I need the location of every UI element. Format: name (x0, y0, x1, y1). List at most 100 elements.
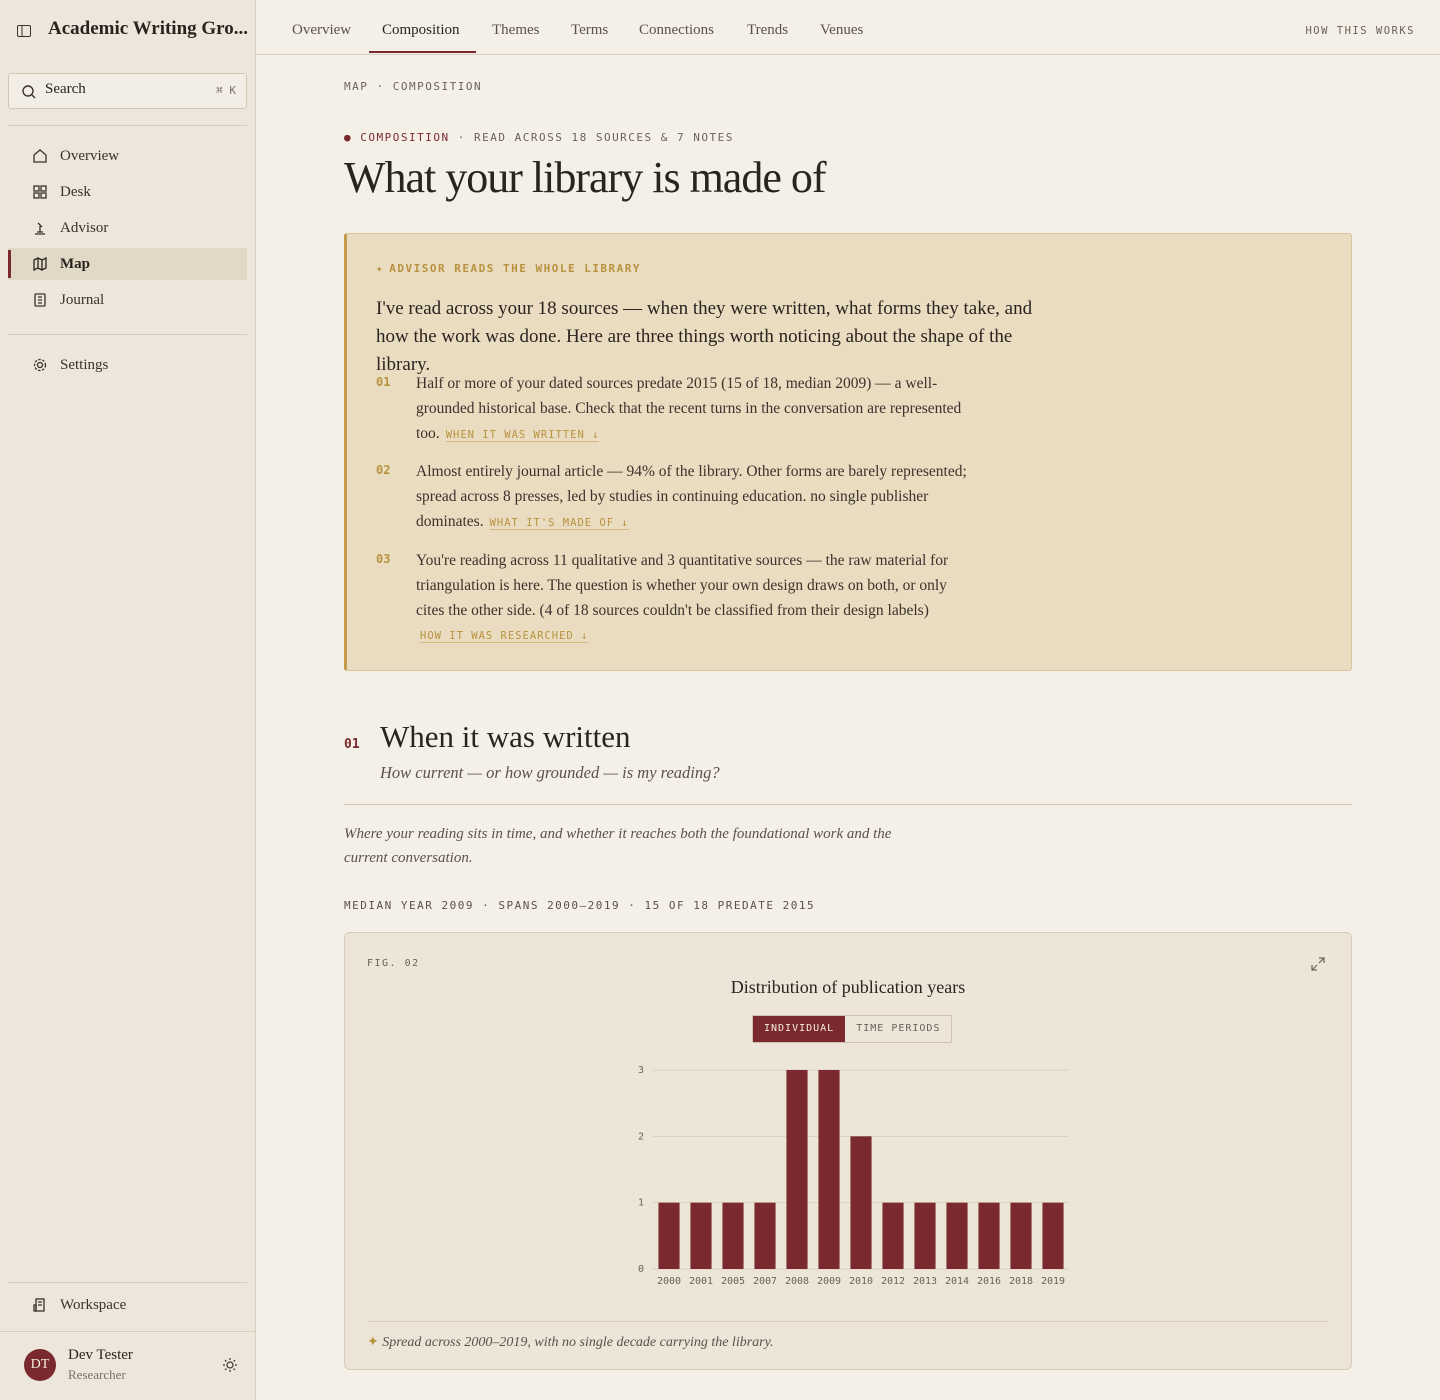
tab-underline (369, 51, 476, 53)
section-num: 01 (344, 737, 360, 752)
x-tick-label: 2000 (657, 1276, 681, 1287)
advisor-label-text: ADVISOR READS THE WHOLE LIBRARY (389, 262, 642, 275)
item-link[interactable]: WHEN IT WAS WRITTEN ↓ (445, 428, 600, 442)
bar (658, 1202, 680, 1269)
figure-caption: ✦ Spread across 2000–2019, with no singl… (367, 1335, 774, 1350)
bar (1042, 1202, 1064, 1269)
x-tick-label: 2005 (721, 1276, 745, 1287)
tab[interactable]: Terms (571, 22, 609, 38)
divider (368, 1321, 1328, 1322)
sidebar-toggle[interactable] (16, 23, 32, 39)
nav-label: Workspace (60, 1296, 127, 1313)
bar (978, 1202, 1000, 1269)
y-tick-label: 0 (638, 1264, 644, 1275)
search-icon (22, 85, 36, 99)
user-name: Dev Tester (68, 1347, 133, 1363)
eyebrow-meta: · READ ACROSS 18 SOURCES & 7 NOTES (457, 131, 734, 144)
x-tick-label: 2016 (977, 1276, 1001, 1287)
bar (946, 1202, 968, 1269)
nav-label: Advisor (60, 219, 109, 236)
y-tick-label: 3 (638, 1065, 644, 1076)
nav-label: Overview (60, 147, 120, 164)
section-question: How current — or how grounded — is my re… (380, 763, 720, 782)
advisor-label: ✦ ADVISOR READS THE WHOLE LIBRARY (376, 262, 642, 275)
nav-item[interactable]: Settings (8, 349, 247, 381)
sidebar: Academic Writing Gro... Search ⌘ K Overv… (0, 0, 256, 1400)
item-num: 01 (376, 375, 391, 389)
bar (914, 1202, 936, 1269)
bar (882, 1202, 904, 1269)
nav-label: Journal (60, 291, 105, 308)
chart-title: Distribution of publication years (730, 977, 966, 997)
item-text: Half or more of your dated sources preda… (416, 375, 962, 442)
nav-item[interactable]: Advisor (8, 212, 247, 244)
advisor-intro: I've read across your 18 sources — when … (376, 298, 1033, 375)
x-tick-label: 2012 (881, 1276, 905, 1287)
bar (818, 1070, 840, 1269)
workspace-title: Academic Writing Gro... (48, 18, 249, 39)
nav-item[interactable]: Overview (8, 140, 247, 172)
view-toggle: INDIVIDUAL TIME PERIODS (752, 1015, 953, 1043)
x-tick-label: 2008 (785, 1276, 809, 1287)
tab[interactable]: Connections (639, 22, 714, 38)
search-box[interactable]: Search ⌘ K (8, 73, 247, 109)
x-tick-label: 2018 (1009, 1276, 1033, 1287)
x-tick-label: 2010 (849, 1276, 873, 1287)
bar (786, 1070, 808, 1269)
tab[interactable]: Overview (292, 22, 352, 38)
section-title: When it was written (380, 719, 631, 754)
eyebrow: ● COMPOSITION · READ ACROSS 18 SOURCES &… (344, 131, 734, 144)
toggle-option[interactable]: INDIVIDUAL (753, 1016, 846, 1042)
bar (850, 1136, 872, 1269)
section-stats: MEDIAN YEAR 2009 · SPANS 2000–2019 · 15 … (344, 899, 816, 912)
nav-label: Settings (60, 356, 109, 373)
bar (722, 1202, 744, 1269)
help-link[interactable]: HOW THIS WORKS (1305, 25, 1415, 37)
toggle-option[interactable]: TIME PERIODS (856, 1023, 941, 1034)
tab[interactable]: Composition (382, 22, 460, 38)
tab[interactable]: Venues (820, 22, 864, 38)
top-tabs: Overview Composition Themes Terms Connec… (256, 0, 1440, 55)
nav-item[interactable]: Journal (8, 284, 247, 316)
tab[interactable]: Themes (492, 22, 540, 38)
nav-item[interactable]: Map (8, 248, 247, 280)
expand-icon[interactable] (1311, 957, 1325, 971)
eyebrow-tag: COMPOSITION (360, 131, 450, 144)
bar (754, 1202, 776, 1269)
bar-chart: 0 1 2 3 2000 2001 2005 2007 2008 2009 2010 2012 2013… (638, 1065, 1069, 1287)
nav-label: Map (60, 255, 90, 272)
x-tick-label: 2009 (817, 1276, 841, 1287)
item-link[interactable]: WHAT IT'S MADE OF ↓ (489, 516, 629, 530)
item-num: 02 (376, 463, 391, 477)
item-text: Almost entirely journal article — 94% of… (416, 463, 967, 530)
avatar[interactable]: DT (24, 1349, 56, 1381)
page-title: What your library is made of (344, 153, 827, 202)
bar (690, 1202, 712, 1269)
breadcrumb: MAP · COMPOSITION (344, 80, 483, 93)
item-num: 03 (376, 552, 391, 566)
divider (344, 804, 1352, 805)
x-tick-label: 2007 (753, 1276, 777, 1287)
figure-label: FIG. 02 (367, 958, 420, 969)
section-description: Where your reading sits in time, and whe… (344, 826, 892, 866)
caption-text: Spread across 2000–2019, with no single … (382, 1335, 774, 1350)
bar (1010, 1202, 1032, 1269)
user-role: Researcher (68, 1367, 126, 1382)
advisor-panel: ✦ ADVISOR READS THE WHOLE LIBRARY I've r… (344, 233, 1352, 671)
nav-item[interactable]: Desk (8, 176, 247, 208)
theme-toggle[interactable] (222, 1357, 238, 1373)
figure: FIG. 02 Distribution of publication year… (344, 932, 1352, 1370)
x-tick-label: 2019 (1041, 1276, 1065, 1287)
x-tick-label: 2014 (945, 1276, 969, 1287)
search-label: Search (45, 81, 86, 97)
item-text: You're reading across 11 qualitative and… (416, 552, 949, 619)
nav-label: Desk (60, 183, 91, 200)
item-link[interactable]: HOW IT WAS RESEARCHED ↓ (420, 630, 589, 644)
tab[interactable]: Trends (747, 22, 789, 38)
x-tick-label: 2013 (913, 1276, 937, 1287)
shortcut: ⌘ K (216, 84, 236, 97)
x-tick-label: 2001 (689, 1276, 713, 1287)
y-tick-label: 1 (638, 1198, 644, 1209)
nav-item[interactable]: Workspace (8, 1289, 247, 1321)
